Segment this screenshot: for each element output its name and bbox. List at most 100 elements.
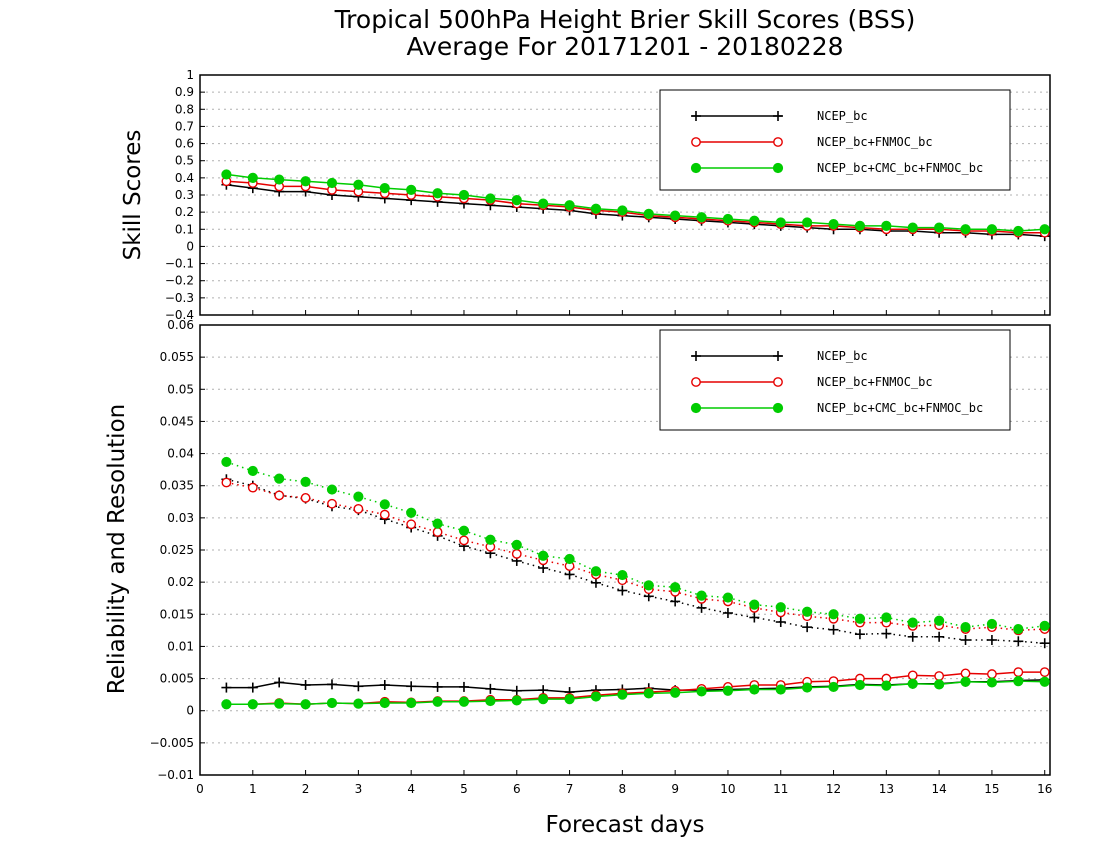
bottom-data-point (221, 477, 232, 488)
bottom-data-point (379, 499, 390, 510)
bottom-data-point (696, 686, 707, 697)
top-legend-label: NCEP_bc+FNMOC_bc (817, 135, 933, 149)
bottom-data-point (828, 609, 839, 620)
x-tick-label: 0 (196, 782, 204, 796)
bottom-data-point (221, 456, 232, 468)
bottom-data-point (643, 688, 654, 699)
x-tick-label: 10 (720, 782, 735, 796)
top-data-point (907, 222, 918, 233)
bottom-data-point (353, 698, 364, 709)
bottom-data-point (670, 582, 681, 593)
bottom-data-point (458, 525, 470, 536)
top-data-point (274, 174, 285, 185)
bottom-data-point (907, 678, 918, 689)
bottom-series-2 (221, 456, 1050, 635)
bottom-data-point (300, 493, 311, 503)
bottom-series-line (226, 481, 1045, 632)
bottom-data-point (907, 670, 918, 681)
bottom-data-point (274, 698, 285, 709)
top-data-point (643, 208, 654, 219)
bottom-data-point (802, 682, 813, 693)
bottom-data-point (406, 697, 417, 709)
top-series-2 (221, 169, 1050, 237)
top-legend-label: NCEP_bc (817, 109, 868, 123)
bottom-y-tick-label: 0.045 (160, 414, 194, 428)
top-data-point (1013, 225, 1024, 237)
bottom-data-point (326, 679, 337, 690)
top-data-point (326, 177, 338, 189)
x-tick-label: 7 (566, 782, 574, 796)
bottom-data-point (379, 509, 390, 520)
bottom-y-tick-label: 0.04 (167, 447, 194, 461)
bottom-data-point (722, 608, 733, 618)
bottom-data-point (458, 696, 470, 707)
bottom-y-tick-label: 0.06 (167, 318, 194, 332)
bottom-data-point (1039, 620, 1050, 631)
bottom-data-point (617, 585, 628, 596)
x-tick-label: 5 (460, 782, 468, 796)
top-y-tick-label: −0.2 (165, 274, 194, 288)
bottom-data-point (274, 677, 285, 688)
bottom-data-point (247, 482, 258, 493)
x-tick-label: 4 (407, 782, 415, 796)
top-data-point (406, 184, 417, 195)
bottom-series-line (226, 461, 1045, 630)
top-data-point (353, 179, 364, 190)
bottom-legend-item: NCEP_bc+CMC_bc+FNMOC_bc (690, 401, 983, 415)
bottom-data-point (247, 682, 258, 693)
bottom-y-tick-label: 0.025 (160, 543, 194, 557)
bottom-data-point (775, 684, 786, 695)
bottom-data-point (670, 596, 681, 607)
bottom-data-point (749, 612, 760, 623)
bottom-legend-label: NCEP_bc+CMC_bc+FNMOC_bc (817, 401, 983, 415)
bottom-data-point (854, 679, 866, 691)
top-legend-marker (691, 137, 701, 147)
top-y-tick-label: −0.4 (165, 308, 194, 322)
bottom-data-point (458, 681, 469, 692)
bottom-legend-marker (691, 351, 701, 361)
bottom-legend-label: NCEP_bc+FNMOC_bc (817, 375, 933, 389)
x-tick-label: 11 (773, 782, 788, 796)
bottom-data-point (1013, 667, 1024, 678)
top-data-point (617, 205, 628, 216)
top-data-point (590, 203, 602, 214)
top-series-line (226, 183, 1045, 237)
top-data-point (511, 195, 522, 206)
bottom-data-point (538, 550, 549, 561)
bottom-y-tick-label: 0.05 (167, 382, 194, 396)
bottom-data-point (828, 624, 839, 635)
top-data-point (670, 210, 681, 221)
bottom-data-point (511, 539, 522, 550)
top-legend-marker (691, 111, 701, 121)
x-tick-label: 12 (826, 782, 841, 796)
top-legend-marker (773, 137, 783, 147)
bottom-data-point (934, 615, 945, 626)
bottom-legend-marker (773, 377, 783, 387)
bottom-data-point (590, 566, 602, 577)
top-legend-item: NCEP_bc+CMC_bc+FNMOC_bc (690, 161, 983, 175)
top-legend-label: NCEP_bc+CMC_bc+FNMOC_bc (817, 161, 983, 175)
top-data-point (722, 213, 734, 225)
top-y-tick-label: 0.9 (175, 85, 194, 99)
bottom-data-point (907, 631, 918, 642)
bottom-data-point (643, 580, 654, 591)
bottom-y-tick-label: 0.03 (167, 511, 194, 525)
bottom-data-point (564, 553, 575, 565)
bottom-data-point (881, 628, 892, 639)
bottom-legend-label: NCEP_bc (817, 349, 868, 363)
bottom-y-tick-label: 0.015 (160, 607, 194, 621)
bottom-data-point (564, 694, 575, 705)
top-data-point (775, 217, 786, 228)
top-data-point (379, 183, 390, 194)
bottom-data-point (854, 629, 865, 640)
bottom-y-tick-label: −0.005 (150, 736, 194, 750)
bottom-data-point (960, 635, 971, 645)
bottom-data-point (960, 668, 971, 679)
top-data-point (802, 217, 813, 228)
bottom-data-point (221, 699, 232, 710)
bottom-series-line (226, 478, 1045, 644)
x-tick-label: 16 (1037, 782, 1052, 796)
top-data-point (300, 176, 311, 187)
bottom-y-tick-label: 0.055 (160, 350, 194, 364)
top-y-tick-label: 0.7 (175, 119, 194, 133)
